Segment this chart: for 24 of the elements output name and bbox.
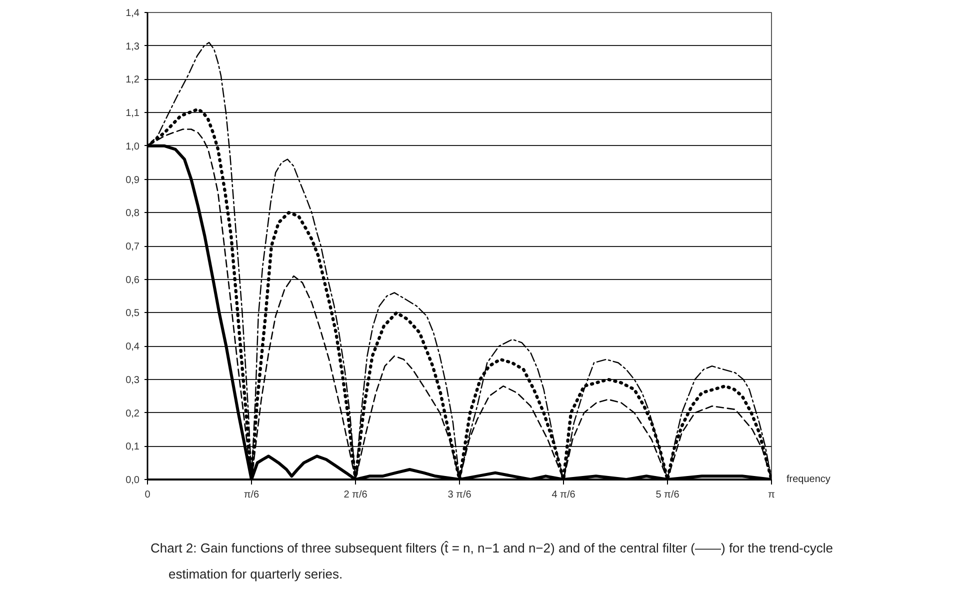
y-tick-label: 1,0 bbox=[126, 141, 140, 152]
y-tick-label: 0,4 bbox=[126, 342, 140, 353]
x-tick-label: 2 π/6 bbox=[344, 490, 368, 500]
caption: Chart 2: Gain functions of three subsequent filters (t̂ = n, n−1 and n−2) and of the central filter (——) for the trend-cycle estimation for quarterly series. bbox=[150, 540, 833, 582]
x-axis-title: frequency bbox=[786, 474, 830, 485]
y-tick-label: 1,3 bbox=[126, 41, 140, 52]
x-tick-label: π bbox=[768, 490, 776, 500]
y-tick-label: 0,3 bbox=[126, 374, 140, 386]
y-tick-label: 0,2 bbox=[126, 408, 140, 420]
x-tick-label: 5 π/6 bbox=[656, 490, 680, 500]
y-tick-label: 1,2 bbox=[126, 74, 140, 86]
y-tick-label: 1,1 bbox=[126, 108, 140, 120]
y-tick-label: 0,8 bbox=[126, 208, 140, 220]
y-tick-label: 0,9 bbox=[126, 174, 140, 186]
y-tick-label: 0,7 bbox=[126, 242, 140, 252]
y-tick-label: 0,1 bbox=[126, 442, 140, 453]
y-tick-label: 1,4 bbox=[126, 8, 140, 19]
y-tick-label: 0,6 bbox=[126, 274, 140, 286]
x-tick-label: 4 π/6 bbox=[552, 490, 576, 500]
y-tick-label: 0,0 bbox=[126, 475, 140, 486]
x-tick-label: 0 bbox=[144, 490, 151, 500]
y-tick-label: 0,5 bbox=[126, 308, 140, 320]
x-tick-label: π/6 bbox=[244, 490, 260, 500]
x-tick-label: 3 π/6 bbox=[448, 490, 472, 500]
